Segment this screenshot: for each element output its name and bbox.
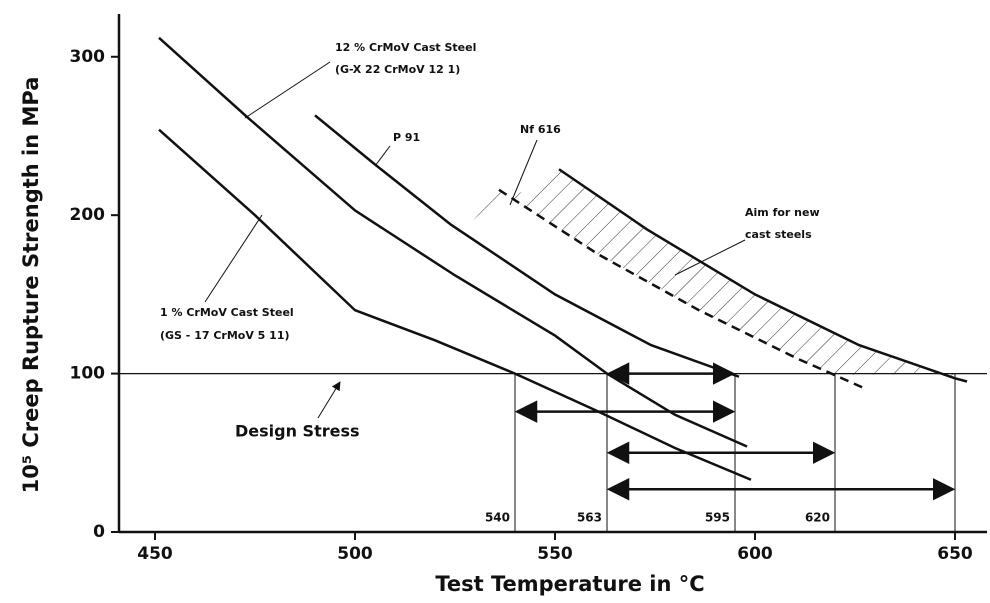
curve-label: 12 % CrMoV Cast Steel: [335, 41, 476, 54]
curve: [558, 168, 968, 383]
y-tick-label: 100: [70, 364, 106, 384]
leader: [317, 381, 341, 419]
leader: [674, 239, 746, 276]
curve: [498, 188, 868, 391]
x-tick-label: 650: [937, 544, 973, 564]
x-tick-label: 500: [337, 544, 373, 564]
curve-label: (G-X 22 CrMoV 12 1): [335, 63, 460, 76]
temperature-label: 540: [485, 511, 510, 525]
leader: [204, 214, 263, 303]
curve-label: Aim for new: [745, 206, 820, 219]
leader: [374, 145, 391, 167]
hatch-region: [472, 169, 967, 382]
temperature-label: 563: [577, 511, 602, 525]
y-axis-label: 10⁵ Creep Rupture Strength in MPa: [19, 77, 43, 494]
curve: [314, 114, 740, 378]
x-tick-label: 550: [537, 544, 573, 564]
y-tick-label: 0: [93, 522, 105, 542]
curve-label: 1 % CrMoV Cast Steel: [160, 306, 294, 319]
x-tick-label: 600: [737, 544, 773, 564]
x-axis-label: Test Temperature in °C: [435, 572, 704, 596]
leader: [509, 139, 538, 206]
curve-label: cast steels: [745, 228, 812, 241]
x-tick-label: 450: [137, 544, 173, 564]
leader: [244, 61, 331, 119]
curve-label: Nf 616: [520, 123, 561, 136]
curve-label: P 91: [393, 131, 420, 144]
temperature-label: 595: [705, 511, 730, 525]
design-stress-label: Design Stress: [235, 422, 360, 441]
curve: [158, 36, 748, 448]
y-tick-label: 300: [70, 47, 106, 67]
y-tick-label: 200: [70, 205, 106, 225]
temperature-label: 620: [805, 511, 830, 525]
curve: [158, 128, 752, 481]
curve-label: (GS - 17 CrMoV 5 11): [160, 329, 290, 342]
